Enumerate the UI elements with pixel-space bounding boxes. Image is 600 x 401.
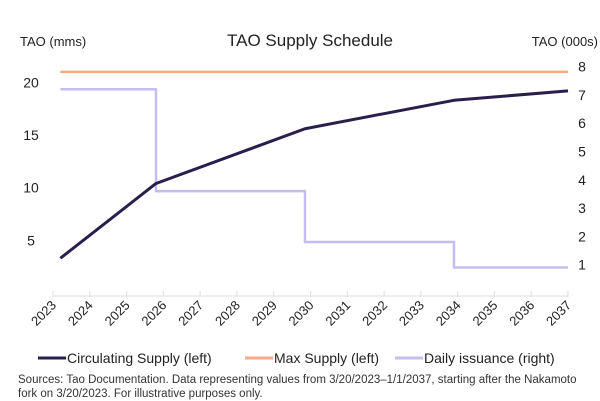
chart-title: TAO Supply Schedule [227,31,393,50]
x-tick-label: 2025 [102,298,133,329]
x-tick-label: 2024 [65,298,96,329]
x-tick-label: 2026 [138,298,169,329]
x-tick-label: 2027 [175,298,206,329]
x-tick-label: 2032 [359,298,390,329]
series-line-2 [60,87,568,269]
footnote: Sources: Tao Documentation. Data represe… [18,374,577,400]
y-left-tick-label: 20 [23,74,39,90]
y-right-tick-label: 1 [578,257,586,273]
y-right-tick-label: 4 [578,172,586,188]
y-left-tick-label: 15 [23,127,39,143]
legend-label: Max Supply (left) [274,350,379,366]
series-line-0 [59,89,569,260]
y-right-tick-label: 3 [578,200,586,216]
right-axis-label: TAO (000s) [532,34,598,49]
x-tick-label: 2031 [322,298,353,329]
x-tick-label: 2034 [433,298,464,329]
left-axis-label: TAO (mms) [20,34,86,49]
x-tick-label: 2030 [286,298,317,329]
y-right-tick-label: 6 [578,115,586,131]
x-tick-label: 2029 [249,298,280,329]
y-right-tick-label: 5 [578,144,586,160]
y-left-tick-label: 5 [27,232,35,248]
x-tick-label: 2035 [469,298,500,329]
y-right-tick-label: 8 [578,59,586,75]
y-right-tick-label: 7 [578,87,586,103]
y-left-tick-label: 10 [23,180,39,196]
x-tick-label: 2028 [212,298,243,329]
x-tick-label: 2037 [543,298,574,329]
x-tick-label: 2033 [396,298,427,329]
x-tick-label: 2023 [28,298,59,329]
legend-label: Daily issuance (right) [424,350,555,366]
legend-label: Circulating Supply (left) [67,350,212,366]
y-right-tick-label: 2 [578,228,586,244]
x-tick-label: 2036 [506,298,537,329]
